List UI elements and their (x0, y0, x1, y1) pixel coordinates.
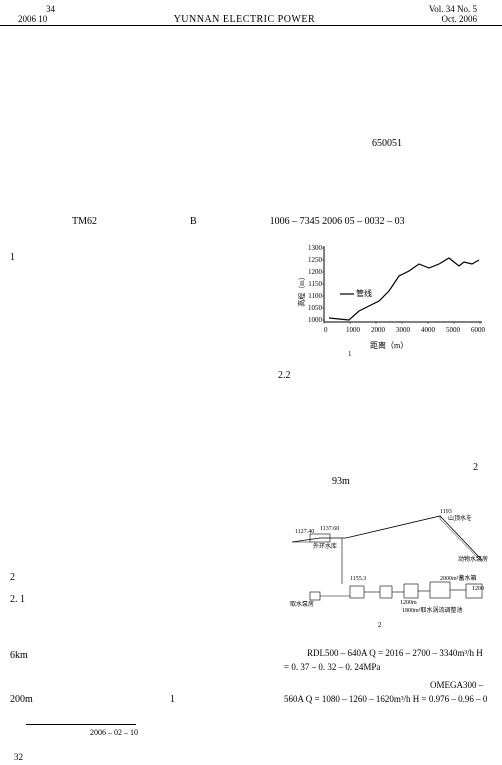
ytick: 1300 (308, 244, 323, 252)
y-axis-label: 高程（m） (298, 273, 306, 306)
chart2-caption: 2 (378, 621, 382, 629)
two-callout: 2 (473, 462, 478, 473)
svg-text:3000: 3000 (396, 326, 411, 334)
issue-left: 2006 10 (18, 14, 47, 25)
chart1-caption: 1 (348, 350, 352, 358)
text-one: 1 (170, 694, 175, 705)
svg-text:1000: 1000 (346, 326, 361, 334)
svg-text:2000m³蓄水箱: 2000m³蓄水箱 (440, 574, 476, 582)
svg-text:1000: 1000 (308, 316, 323, 324)
svg-text:动物水泵房: 动物水泵房 (458, 555, 488, 563)
issn: 1006 – 7345 2006 05 – 0032 – 03 (270, 216, 405, 227)
chart-schematic: 1127.40 1137.60 1193 山顶水を 1155.3 取水泵房 外环… (290, 498, 490, 626)
svg-text:1150: 1150 (308, 280, 322, 288)
page: 34 Vol. 34 No. 5 2006 10 YUNNAN ELECTRIC… (0, 0, 502, 765)
svg-text:1050: 1050 (308, 304, 323, 312)
svg-text:1127.40: 1127.40 (295, 529, 314, 535)
svg-text:1200: 1200 (308, 268, 323, 276)
pump-spec-2a: OMEGA300 – (430, 680, 483, 690)
journal-header: 34 Vol. 34 No. 5 2006 10 YUNNAN ELECTRIC… (0, 0, 502, 32)
svg-text:1250: 1250 (308, 256, 323, 264)
svg-text:5000: 5000 (446, 326, 461, 334)
svg-text:4000: 4000 (421, 326, 436, 334)
svg-text:外环水库: 外环水库 (313, 542, 337, 550)
pump-spec-2b: 560A Q = 1080 – 1260 – 1620m³/h H = 0.97… (284, 694, 487, 704)
svg-text:6000: 6000 (471, 326, 486, 334)
svg-text:1800m³取水涡流调整池: 1800m³取水涡流调整池 (402, 606, 462, 614)
vol-right: Vol. 34 No. 5 (429, 4, 477, 14)
header-row-2: 2006 10 YUNNAN ELECTRIC POWER Oct. 2006 (0, 14, 502, 26)
section-2: 2 (10, 572, 15, 583)
postal-code: 650051 (372, 138, 402, 149)
issue-date: Oct. 2006 (441, 14, 477, 25)
section-2-2: 2.2 (278, 370, 291, 381)
svg-text:1137.60: 1137.60 (320, 526, 339, 532)
svg-text:1193: 1193 (440, 509, 452, 515)
svg-text:1200m: 1200m (400, 600, 417, 606)
journal-title: YUNNAN ELECTRIC POWER (174, 14, 316, 25)
section-2-1: 2. 1 (10, 594, 25, 605)
vol-left: 34 (46, 4, 55, 14)
header-row-1: 34 Vol. 34 No. 5 (0, 0, 502, 14)
svg-text:山顶水を: 山顶水を (448, 514, 472, 522)
doc-mark: B (190, 216, 197, 227)
legend-label: 管线 (356, 288, 372, 298)
class-tm: TM62 (72, 216, 97, 227)
svg-text:1100: 1100 (308, 292, 322, 300)
svg-text:0: 0 (324, 326, 328, 334)
svg-text:1200: 1200 (472, 586, 484, 592)
chart-elevation: 1300 1250 1200 1150 1100 1050 1000 0 100… (298, 242, 488, 337)
chart-xlabel: 距离（m） (370, 340, 408, 351)
pump-spec-1: RDL500 – 640A Q = 2016 – 2700 – 3340m³/h… (307, 648, 483, 658)
page-number: 32 (14, 752, 23, 762)
footnote-rule (26, 724, 136, 725)
section-1: 1 (10, 252, 15, 263)
classification-row: TM62 B 1006 – 7345 2006 05 – 0032 – 03 (72, 216, 405, 227)
svg-text:取水泵房: 取水泵房 (290, 600, 314, 608)
svg-text:2000: 2000 (371, 326, 386, 334)
pump-spec-1b: = 0. 37 – 0. 32 – 0. 24MPa (284, 662, 380, 672)
received-date: 2006 – 02 – 10 (90, 728, 138, 737)
text-200m: 200m (10, 694, 33, 705)
svg-text:1155.3: 1155.3 (350, 576, 366, 582)
text-6km: 6km (10, 650, 28, 661)
ninety-three: 93m (332, 476, 350, 487)
